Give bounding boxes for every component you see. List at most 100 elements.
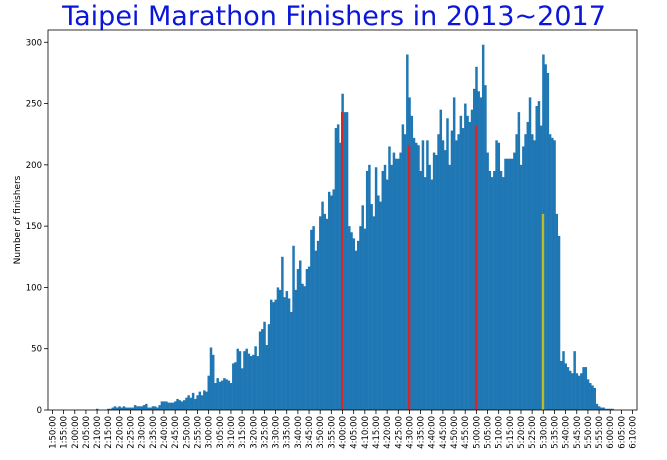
histogram-bar bbox=[234, 362, 237, 410]
histogram-bar bbox=[533, 140, 536, 411]
histogram-bar bbox=[301, 283, 304, 410]
histogram-bar bbox=[406, 54, 409, 411]
histogram-bar bbox=[372, 216, 376, 410]
histogram-bar bbox=[319, 216, 322, 410]
x-tick-label: 4:00:00 bbox=[339, 416, 349, 449]
histogram-bar bbox=[232, 363, 235, 410]
histogram-bar bbox=[124, 407, 128, 410]
histogram-bar bbox=[165, 401, 168, 410]
x-tick-label: 4:30:00 bbox=[405, 416, 415, 449]
histogram-bar bbox=[417, 145, 420, 410]
histogram-bar bbox=[142, 405, 146, 410]
histogram-bar bbox=[276, 287, 280, 410]
histogram-bar bbox=[531, 134, 534, 410]
histogram-bar bbox=[450, 130, 454, 411]
histogram-bar bbox=[147, 407, 150, 410]
histogram-bar bbox=[350, 232, 353, 410]
histogram-bar bbox=[383, 164, 387, 410]
histogram-bar bbox=[116, 407, 119, 410]
histogram-bar bbox=[555, 213, 559, 410]
x-tick-label: 2:10:00 bbox=[93, 416, 103, 449]
histogram-bar bbox=[334, 128, 338, 410]
histogram-bar bbox=[256, 356, 260, 410]
x-tick-label: 2:40:00 bbox=[160, 416, 170, 449]
histogram-bar bbox=[258, 331, 262, 410]
x-tick-label: 4:05:00 bbox=[350, 416, 360, 449]
histogram-bar bbox=[345, 112, 349, 411]
x-tick-label: 5:10:00 bbox=[495, 416, 505, 449]
histogram-bar bbox=[430, 179, 434, 410]
histogram-bar bbox=[606, 408, 610, 410]
histogram-bar bbox=[339, 142, 342, 410]
x-tick-label: 2:30:00 bbox=[138, 416, 148, 449]
x-tick-label: 5:55:00 bbox=[595, 416, 605, 449]
histogram-bar bbox=[573, 351, 576, 410]
histogram-bar bbox=[419, 170, 422, 410]
histogram-bar bbox=[486, 152, 489, 411]
histogram-bar bbox=[122, 406, 126, 410]
histogram-bar bbox=[589, 383, 592, 410]
histogram-bar bbox=[272, 302, 275, 410]
histogram-bar bbox=[481, 44, 485, 410]
histogram-bar bbox=[439, 109, 443, 410]
histogram-bar bbox=[522, 146, 525, 411]
histogram-bar bbox=[227, 380, 231, 410]
histogram-bar bbox=[435, 155, 438, 410]
x-tick-label: 2:00:00 bbox=[71, 416, 81, 449]
x-tick-label: 3:20:00 bbox=[249, 416, 259, 449]
histogram-bar bbox=[513, 152, 516, 411]
histogram-bar bbox=[381, 170, 385, 410]
x-tick-label: 1:55:00 bbox=[60, 416, 70, 449]
histogram-bar bbox=[515, 134, 518, 410]
histogram-bar bbox=[290, 311, 293, 410]
x-tick-label: 6:10:00 bbox=[629, 416, 639, 449]
x-tick-label: 4:45:00 bbox=[439, 416, 449, 449]
histogram-bar bbox=[470, 109, 474, 410]
histogram-bar bbox=[265, 345, 269, 410]
histogram-bar bbox=[368, 164, 371, 410]
histogram-bar bbox=[303, 286, 306, 410]
x-tick-label: 5:50:00 bbox=[584, 416, 594, 449]
histogram-bar bbox=[205, 391, 208, 410]
x-tick-label: 4:25:00 bbox=[394, 416, 404, 449]
highlight-bars-group bbox=[340, 112, 545, 411]
histogram-bar bbox=[207, 375, 211, 410]
x-tick-label: 3:50:00 bbox=[316, 416, 326, 449]
x-tick-label: 5:20:00 bbox=[517, 416, 527, 449]
histogram-bar bbox=[220, 380, 224, 410]
histogram-bar bbox=[490, 177, 494, 410]
histogram-bar bbox=[499, 170, 503, 410]
histogram-bar bbox=[582, 367, 585, 410]
histogram-bar bbox=[131, 407, 135, 410]
histogram-bar bbox=[287, 298, 291, 410]
histogram-bar bbox=[203, 390, 206, 410]
x-tick-label: 5:25:00 bbox=[528, 416, 538, 449]
histogram-bar bbox=[138, 406, 141, 410]
histogram-bar bbox=[198, 391, 202, 410]
histogram-bar bbox=[363, 228, 367, 410]
histogram-bar bbox=[296, 269, 300, 410]
histogram-bar bbox=[379, 201, 382, 410]
histogram-bar bbox=[535, 106, 538, 410]
x-tick-label: 4:35:00 bbox=[417, 416, 427, 449]
histogram-bar bbox=[307, 266, 311, 410]
histogram-bar bbox=[397, 158, 400, 410]
histogram-bar bbox=[457, 134, 460, 410]
histogram-bar bbox=[359, 226, 362, 410]
histogram-bar bbox=[394, 158, 398, 410]
histogram-bar bbox=[156, 407, 159, 410]
histogram-bar bbox=[370, 204, 373, 410]
x-tick-label: 3:05:00 bbox=[216, 416, 226, 449]
histogram-bar bbox=[584, 367, 588, 410]
histogram-bar bbox=[336, 124, 340, 411]
histogram-bar bbox=[502, 177, 505, 410]
histogram-bar bbox=[423, 177, 427, 410]
histogram-bar bbox=[305, 269, 309, 410]
histogram-bar bbox=[153, 406, 157, 410]
histogram-bar bbox=[504, 158, 507, 410]
x-tick-label: 2:35:00 bbox=[149, 416, 159, 449]
x-tick-label: 2:20:00 bbox=[115, 416, 125, 449]
x-tick-label: 3:40:00 bbox=[294, 416, 304, 449]
histogram-bar bbox=[261, 329, 264, 410]
x-tick-label: 3:35:00 bbox=[283, 416, 293, 449]
